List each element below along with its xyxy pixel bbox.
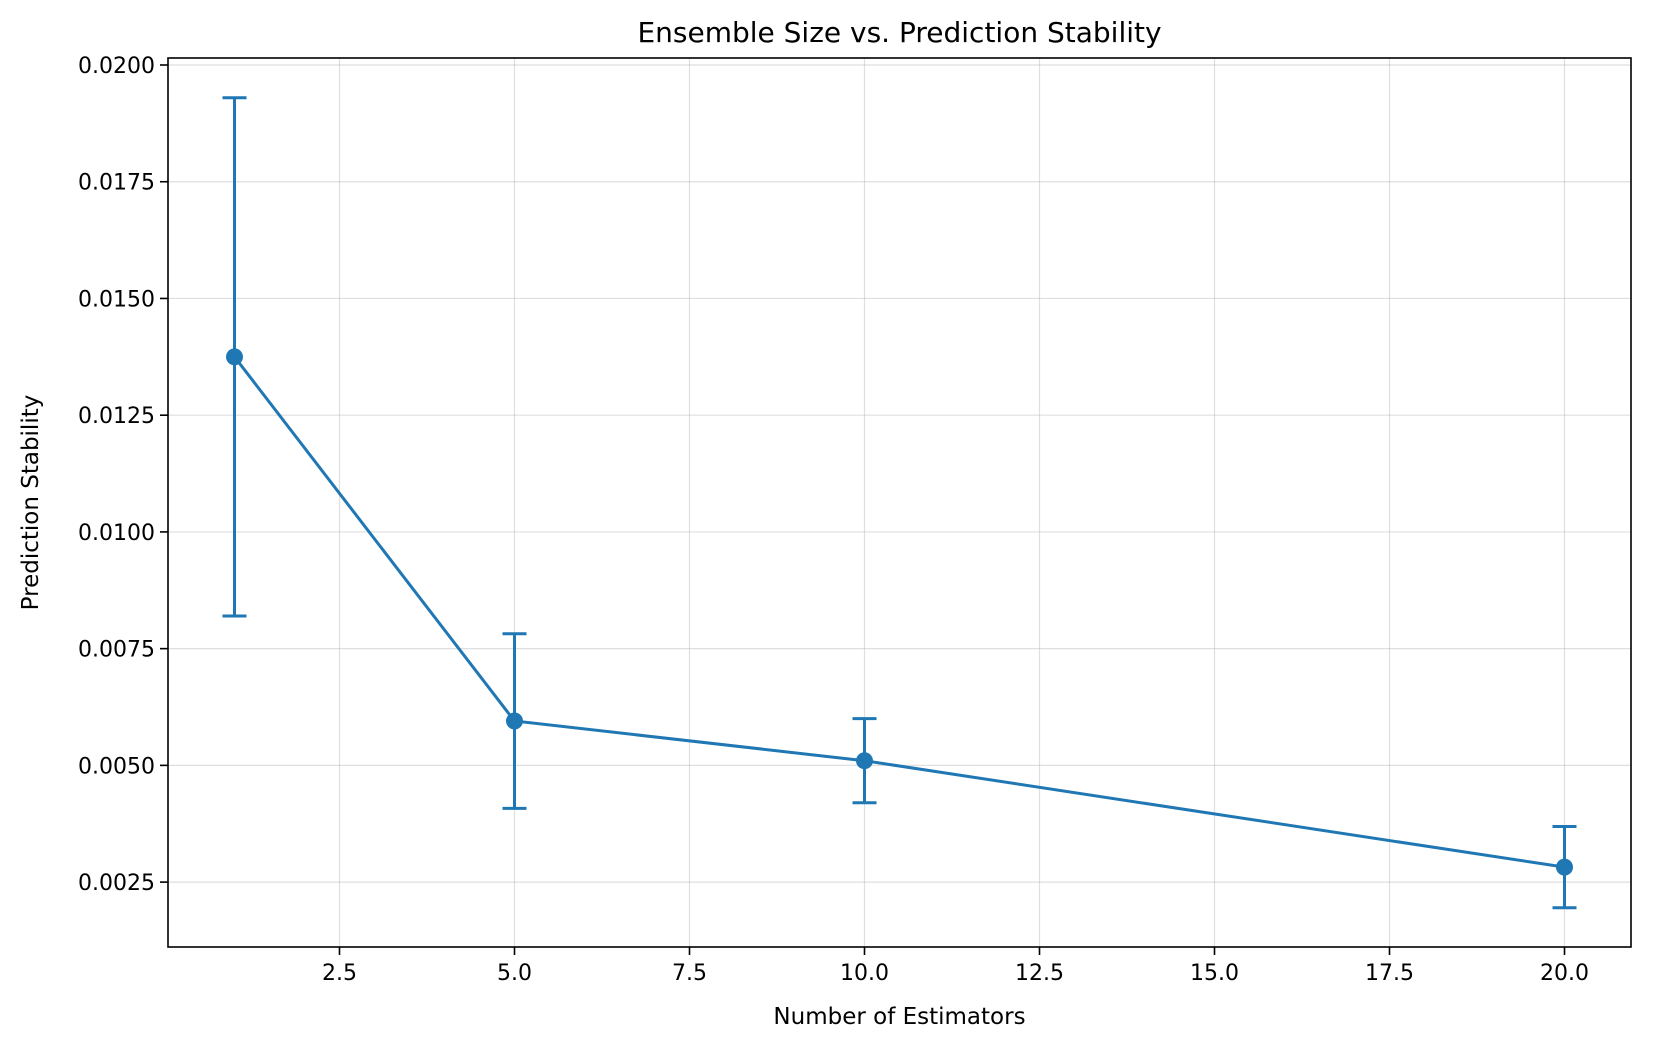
x-tick-label: 5.0 (497, 961, 532, 986)
grid (168, 58, 1631, 947)
y-tick-label: 0.0100 (78, 521, 155, 546)
x-tick-label: 12.5 (1015, 961, 1064, 986)
y-tick-label: 0.0025 (78, 871, 155, 896)
x-axis-label: Number of Estimators (773, 1004, 1025, 1030)
y-tick-label: 0.0050 (78, 754, 155, 779)
y-tick-label: 0.0200 (78, 54, 155, 79)
y-tick-label: 0.0150 (78, 287, 155, 312)
x-tick-label: 2.5 (322, 961, 357, 986)
y-axis-ticks: 0.0025 0.0050 0.0075 0.0100 0.0125 0.0150 0.01… (78, 54, 168, 896)
y-tick-label: 0.0125 (78, 404, 155, 429)
series-layer (222, 96, 1577, 910)
x-tick-label: 10.0 (840, 961, 889, 986)
x-tick-label: 20.0 (1540, 961, 1589, 986)
data-point (226, 348, 243, 366)
plot-frame (167, 57, 1632, 948)
x-tick-label: 7.5 (672, 961, 707, 986)
series-line (233, 355, 1565, 869)
data-point (506, 712, 523, 730)
y-tick-label: 0.0175 (78, 171, 155, 196)
chart-title: Ensemble Size vs. Prediction Stability (637, 16, 1161, 49)
y-tick-label: 0.0075 (78, 638, 155, 663)
y-axis-label: Prediction Stability (18, 395, 44, 611)
x-tick-label: 17.5 (1365, 961, 1414, 986)
x-tick-label: 15.0 (1190, 961, 1239, 986)
x-axis-ticks: 2.5 5.0 7.5 10.0 12.5 15.0 17.5 20.0 (322, 947, 1589, 986)
data-point (1556, 858, 1573, 876)
data-point (856, 752, 873, 770)
